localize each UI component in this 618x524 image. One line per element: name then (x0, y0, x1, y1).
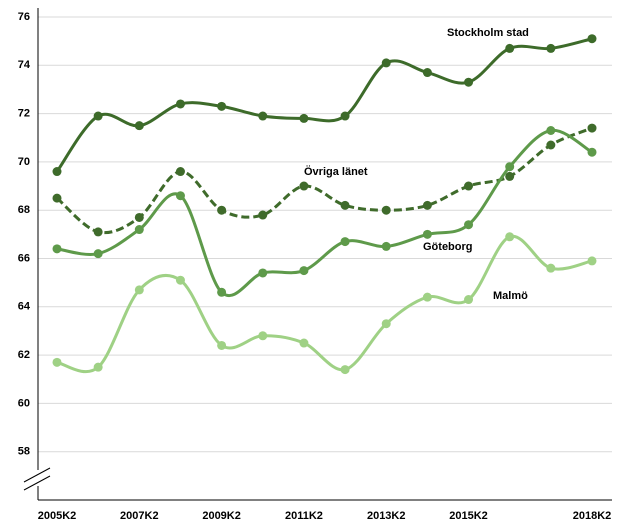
point (175, 167, 185, 177)
point (217, 287, 227, 297)
point (587, 256, 597, 266)
point (546, 140, 556, 150)
y-tick-label: 74 (18, 59, 31, 71)
point (52, 193, 62, 203)
point (546, 43, 556, 53)
series-line (56, 126, 593, 235)
point (422, 229, 432, 239)
y-tick-label: 62 (18, 349, 30, 361)
point (381, 58, 391, 68)
series-label: Stockholm stad (447, 27, 529, 39)
point (134, 212, 144, 222)
point (93, 362, 103, 372)
point (546, 126, 556, 136)
point (93, 227, 103, 237)
point (422, 292, 432, 302)
point (217, 101, 227, 111)
series-label: Övriga länet (304, 165, 368, 178)
point (299, 338, 309, 348)
point (175, 275, 185, 285)
point (464, 295, 474, 305)
y-tick-label: 60 (18, 397, 30, 409)
point (52, 357, 62, 367)
x-tick-label: 2009K2 (202, 510, 241, 522)
point (258, 111, 268, 121)
point (464, 77, 474, 87)
x-tick-label: 2015K2 (449, 510, 488, 522)
y-tick-label: 76 (18, 11, 30, 23)
point (587, 34, 597, 44)
point (340, 365, 350, 375)
point (299, 266, 309, 276)
point (175, 99, 185, 109)
y-tick-label: 64 (18, 301, 31, 313)
point (175, 191, 185, 201)
point (217, 340, 227, 350)
axis-break (23, 475, 51, 491)
point (587, 123, 597, 133)
point (464, 220, 474, 230)
point (340, 111, 350, 121)
point (93, 249, 103, 259)
series-label: Göteborg (423, 241, 473, 253)
point (381, 241, 391, 251)
y-tick-label: 68 (18, 204, 30, 216)
axis-break-bg (26, 470, 50, 486)
point (258, 268, 268, 278)
x-tick-label: 2005K2 (38, 510, 77, 522)
point (381, 319, 391, 329)
series-label: Malmö (493, 290, 528, 302)
series-line (55, 37, 593, 173)
point (422, 200, 432, 210)
point (93, 111, 103, 121)
point (340, 237, 350, 247)
x-tick-label: 2007K2 (120, 510, 159, 522)
point (505, 171, 515, 181)
point (464, 181, 474, 191)
y-tick-label: 58 (18, 446, 30, 458)
axis-break (23, 467, 51, 483)
point (505, 232, 515, 242)
point (422, 68, 432, 78)
point (52, 244, 62, 254)
point (134, 121, 144, 131)
point (505, 43, 515, 53)
series-line (56, 128, 593, 297)
x-tick-label: 2013K2 (367, 510, 406, 522)
x-tick-label: 2011K2 (285, 510, 323, 522)
y-tick-label: 70 (18, 156, 30, 168)
point (134, 225, 144, 235)
point (52, 167, 62, 177)
point (546, 263, 556, 273)
x-tick-label: 2018K2 (573, 510, 612, 522)
point (258, 210, 268, 220)
y-tick-label: 72 (18, 108, 30, 120)
point (258, 331, 268, 341)
point (134, 285, 144, 295)
point (217, 205, 227, 215)
point (299, 181, 309, 191)
point (587, 147, 597, 157)
point (299, 113, 309, 123)
point (381, 205, 391, 215)
point (505, 162, 515, 172)
point (340, 200, 350, 210)
y-tick-label: 66 (18, 252, 30, 264)
